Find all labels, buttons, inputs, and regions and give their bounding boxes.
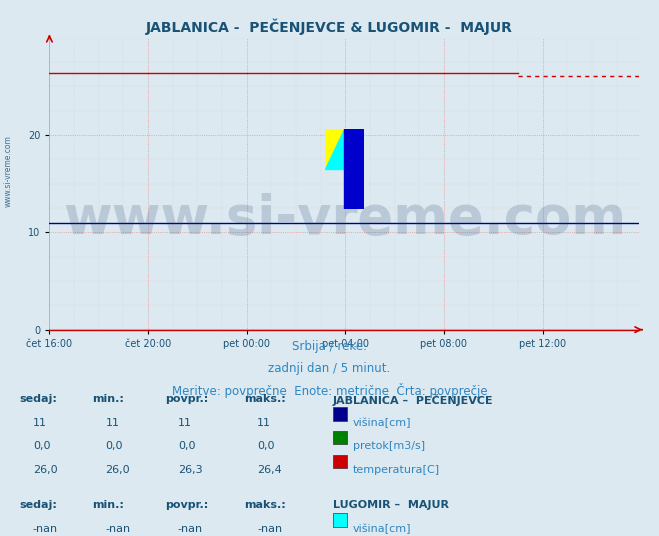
Text: temperatura[C]: temperatura[C] — [353, 465, 440, 475]
Text: 0,0: 0,0 — [257, 441, 275, 451]
Polygon shape — [324, 129, 344, 169]
Text: sedaj:: sedaj: — [20, 500, 57, 510]
Text: 0,0: 0,0 — [178, 441, 196, 451]
Text: www.si-vreme.com: www.si-vreme.com — [3, 136, 13, 207]
Text: www.si-vreme.com: www.si-vreme.com — [63, 192, 626, 244]
Text: Meritve: povprečne  Enote: metrične  Črta: povprečje: Meritve: povprečne Enote: metrične Črta:… — [172, 383, 487, 398]
Text: 26,0: 26,0 — [105, 465, 130, 475]
Text: LUGOMIR –  MAJUR: LUGOMIR – MAJUR — [333, 500, 449, 510]
Text: 26,3: 26,3 — [178, 465, 202, 475]
Text: višina[cm]: višina[cm] — [353, 418, 411, 428]
Text: 11: 11 — [105, 418, 119, 428]
Text: sedaj:: sedaj: — [20, 394, 57, 404]
Text: min.:: min.: — [92, 500, 124, 510]
Text: -nan: -nan — [33, 524, 58, 534]
Text: 26,0: 26,0 — [33, 465, 57, 475]
Text: 11: 11 — [33, 418, 47, 428]
Text: višina[cm]: višina[cm] — [353, 524, 411, 534]
Text: JABLANICA -  PEČENJEVCE & LUGOMIR -  MAJUR: JABLANICA - PEČENJEVCE & LUGOMIR - MAJUR — [146, 19, 513, 35]
Text: JABLANICA –  PEČENJEVCE: JABLANICA – PEČENJEVCE — [333, 394, 494, 406]
Text: -nan: -nan — [105, 524, 130, 534]
Text: maks.:: maks.: — [244, 500, 285, 510]
Text: min.:: min.: — [92, 394, 124, 404]
Text: povpr.:: povpr.: — [165, 500, 208, 510]
Text: 0,0: 0,0 — [33, 441, 51, 451]
Polygon shape — [324, 129, 344, 169]
Text: 26,4: 26,4 — [257, 465, 282, 475]
Text: pretok[m3/s]: pretok[m3/s] — [353, 441, 424, 451]
Text: -nan: -nan — [178, 524, 203, 534]
Text: maks.:: maks.: — [244, 394, 285, 404]
Text: 11: 11 — [178, 418, 192, 428]
Text: Srbija / reke.: Srbija / reke. — [292, 340, 367, 353]
Text: 0,0: 0,0 — [105, 441, 123, 451]
Text: zadnji dan / 5 minut.: zadnji dan / 5 minut. — [268, 362, 391, 375]
Bar — [344, 129, 364, 209]
Text: -nan: -nan — [257, 524, 282, 534]
Text: povpr.:: povpr.: — [165, 394, 208, 404]
Text: 11: 11 — [257, 418, 271, 428]
